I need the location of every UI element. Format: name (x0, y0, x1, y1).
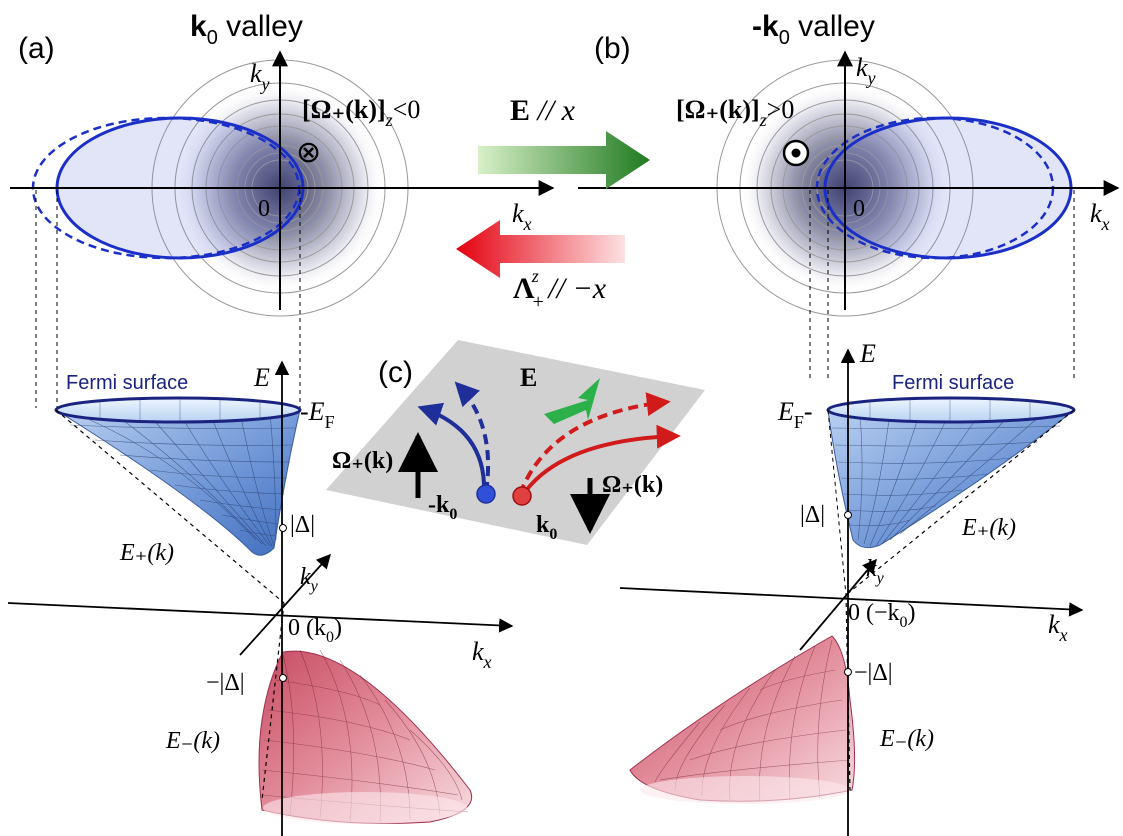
blue-trajectory-solid (417, 402, 487, 493)
ky-axis-right (799, 558, 877, 651)
fermi-surface-label-right: Fermi surface (892, 372, 1014, 394)
lower-band-label-right: E₋(k) (879, 726, 934, 752)
fermi-surface-cap-right (826, 396, 1076, 424)
panel-b: (b) -k0 valley ky kx 0 [Ω₊(k)]z>0 (578, 10, 1120, 380)
omega-right-label: Ω₊(k) (602, 472, 663, 498)
omega-left-label: Ω₊(k) (332, 448, 393, 474)
origin-label-left: 0 (k0) (288, 615, 342, 646)
ky-label-a: ky (250, 59, 270, 94)
kx-label-a: kx (512, 199, 532, 234)
band-diagram-right: E Fermi surface EF- |Δ| E₊(k) ky 0 (−k0)… (619, 339, 1084, 836)
gap-minus-label-right: −|Δ| (854, 660, 893, 686)
lambda-arrow (456, 220, 625, 278)
kx-label-left: kx (472, 637, 492, 672)
band-diagram-left: E Fermi surface -EF |Δ| E₊(k) ky 0 (k0) … (7, 360, 514, 836)
ky-axis-left (239, 553, 331, 656)
energy-label-left: E (253, 363, 270, 392)
red-electron (512, 486, 532, 506)
fermi-level-label-right: EF- (777, 397, 813, 432)
panel-c-label: (c) (378, 356, 413, 389)
curvature-label-a: [Ω₊(k)]z<0 (302, 95, 420, 130)
blue-trajectory-dashed (454, 381, 491, 493)
energy-label-right: E (859, 339, 876, 368)
field-label: E // x (510, 94, 576, 127)
curvature-into-page-icon: ⊗ (296, 136, 321, 169)
ky-label-left: ky (300, 564, 319, 595)
field-arrow-group: E // x (478, 94, 650, 189)
kx-axis-right (619, 587, 1084, 617)
panel-c-field-arrow (544, 378, 600, 424)
origin-label-right: 0 (−k0) (848, 600, 916, 631)
valley-left-label: -k0 (428, 492, 457, 523)
ky-label-right: ky (866, 556, 885, 587)
upper-band-left (54, 403, 301, 556)
panel-a-label: (a) (18, 32, 55, 65)
origin-label-b: 0 (853, 196, 865, 222)
panel-c-field-label: E (520, 363, 537, 392)
panel-a-title: k0 valley (190, 10, 303, 49)
ky-label-b: ky (856, 53, 876, 88)
red-trajectory-dashed (518, 392, 671, 495)
panel-a: (a) k0 valley ky kx 0 [Ω₊(k)]z<0 ⊗ (10, 10, 555, 408)
fermi-surface-cap-left (54, 396, 302, 424)
fermi-level-label-left: -EF (300, 397, 335, 432)
field-arrow (478, 131, 650, 189)
kx-label-b: kx (1090, 199, 1110, 234)
fermi-surface-label-left: Fermi surface (66, 372, 188, 394)
upper-band-label-right: E₊(k) (961, 515, 1016, 541)
panel-b-label: (b) (594, 32, 631, 65)
upper-band-label-left: E₊(k) (119, 540, 174, 566)
curvature-label-b: [Ω₊(k)]z>0 (676, 95, 794, 130)
panel-c-plane (326, 340, 705, 545)
kx-label-right: kx (1048, 610, 1068, 645)
lower-band-label-left: E₋(k) (165, 728, 220, 754)
curvature-out-of-page-icon (782, 139, 810, 167)
blue-electron (476, 484, 496, 504)
valley-right-label: k0 (536, 512, 557, 543)
panel-b-title: -k0 valley (752, 10, 875, 49)
red-trajectory-solid (520, 424, 681, 498)
gap-plus-label-left: |Δ| (290, 512, 315, 538)
origin-label-a: 0 (258, 196, 270, 222)
kx-axis-left (7, 602, 514, 633)
panel-c: (c) E Ω₊(k) Ω₊(k) -k0 k0 (326, 340, 705, 545)
gap-plus-label-right: |Δ| (800, 502, 825, 528)
gap-minus-label-left: −|Δ| (206, 670, 245, 696)
lambda-arrow-group: Λ+z // −x (456, 220, 625, 313)
lambda-label: Λ+z // −x (513, 266, 607, 313)
